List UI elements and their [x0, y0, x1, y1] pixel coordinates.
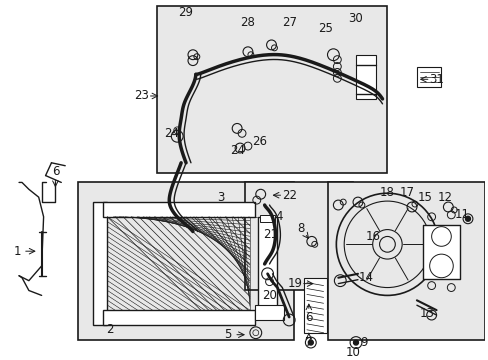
Text: 8: 8 [297, 222, 304, 235]
Circle shape [465, 216, 469, 221]
Text: 27: 27 [281, 16, 296, 29]
Text: 19: 19 [287, 277, 302, 290]
Text: 31: 31 [428, 73, 443, 86]
Bar [78, 183, 293, 339]
Bar [422, 225, 459, 279]
Text: 7: 7 [305, 336, 312, 349]
Circle shape [308, 340, 313, 345]
Text: 16: 16 [365, 230, 380, 243]
Text: 11: 11 [454, 208, 468, 221]
Text: 18: 18 [379, 186, 394, 199]
Circle shape [431, 227, 450, 246]
Text: 28: 28 [240, 16, 255, 29]
Text: 30: 30 [348, 12, 363, 25]
Bar [257, 217, 277, 315]
Text: 29: 29 [178, 6, 193, 19]
Text: 15: 15 [416, 191, 431, 204]
Text: 10: 10 [345, 346, 360, 359]
Circle shape [429, 254, 452, 278]
Bar [259, 215, 275, 222]
Text: 1: 1 [13, 245, 21, 258]
Text: 20: 20 [262, 289, 276, 302]
Text: 21: 21 [263, 228, 278, 241]
Text: 24: 24 [163, 127, 179, 140]
Text: 22: 22 [281, 189, 296, 202]
Text: 23: 23 [134, 90, 149, 103]
Text: 6: 6 [52, 165, 59, 178]
Bar [254, 305, 284, 320]
Bar [156, 6, 386, 172]
Text: 14: 14 [358, 271, 372, 284]
Text: 17: 17 [399, 186, 414, 199]
Text: 4: 4 [275, 210, 283, 223]
Bar [328, 183, 484, 339]
Bar [244, 183, 352, 291]
Bar [416, 67, 441, 87]
Bar [355, 55, 375, 99]
Text: 26: 26 [252, 135, 266, 148]
Text: 6: 6 [305, 311, 312, 324]
Text: 5: 5 [224, 328, 231, 341]
Bar [93, 202, 107, 325]
Text: 24: 24 [229, 144, 244, 157]
Text: 12: 12 [437, 191, 452, 204]
Text: 25: 25 [318, 22, 332, 35]
Bar [259, 310, 275, 317]
Text: 3: 3 [216, 191, 224, 204]
Bar [304, 278, 326, 333]
Bar [102, 202, 254, 217]
Text: 9: 9 [359, 336, 367, 349]
Bar [102, 310, 254, 325]
Text: 2: 2 [105, 323, 113, 336]
Circle shape [353, 340, 358, 345]
Text: 13: 13 [418, 307, 433, 320]
